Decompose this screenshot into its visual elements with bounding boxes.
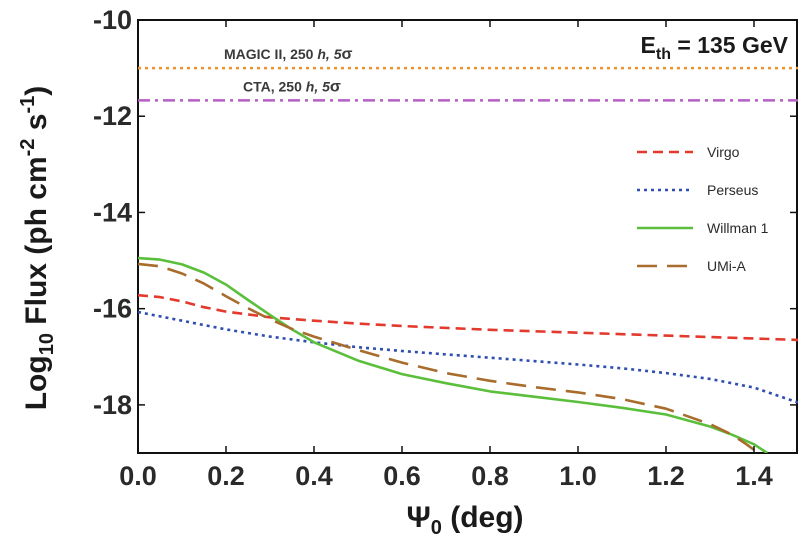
- x-tick-label: 1.0: [559, 461, 597, 491]
- y-tick-label: -18: [93, 390, 132, 420]
- plot-frame: [137, 19, 798, 454]
- x-tick-label: 1.4: [735, 461, 773, 491]
- legend-label: Perseus: [707, 182, 758, 198]
- energy-threshold-annotation: Eth = 135 GeV: [641, 32, 789, 63]
- series-line-perseus: [138, 310, 798, 404]
- x-tick-label: 1.2: [647, 461, 685, 491]
- series-lines: [138, 256, 798, 453]
- x-tick-label: 0.8: [471, 461, 509, 491]
- x-tick-label: 0.2: [207, 461, 245, 491]
- y-tick-label: -16: [93, 294, 132, 324]
- series-line-umi-a: [138, 262, 760, 453]
- y-tick-label: -14: [93, 197, 132, 227]
- y-tick-label: -10: [93, 5, 132, 35]
- legend: Virgo Perseus Willman 1 UMi-A: [637, 144, 769, 274]
- legend-label: Willman 1: [707, 220, 769, 236]
- x-tick-label: 0.0: [119, 461, 157, 491]
- series-line-virgo: [138, 293, 798, 342]
- x-tick-label: 0.6: [383, 461, 421, 491]
- plot-area-border: [137, 19, 798, 454]
- y-tick-label: -12: [93, 101, 132, 131]
- x-tick-label: 0.4: [295, 461, 333, 491]
- y-axis-title: Log10 Flux (ph cm-2 s-1): [17, 86, 58, 411]
- legend-label: Virgo: [707, 144, 740, 160]
- reference-line-label: CTA, 250 h, 5σ: [243, 78, 341, 95]
- reference-line-label: MAGIC II, 250 h, 5σ: [224, 46, 352, 63]
- reference-lines: MAGIC II, 250 h, 5σ CTA, 250 h, 5σ: [138, 46, 798, 102]
- axis-ticks: 0.0 0.2 0.4 0.6 0.8 1.0 1.2 1.4 -10 -12 -14 -16 -18: [93, 5, 797, 491]
- legend-label: UMi-A: [707, 258, 747, 274]
- x-axis-title: Ψ0 (deg): [406, 501, 523, 538]
- series-line-willman-1: [138, 256, 768, 453]
